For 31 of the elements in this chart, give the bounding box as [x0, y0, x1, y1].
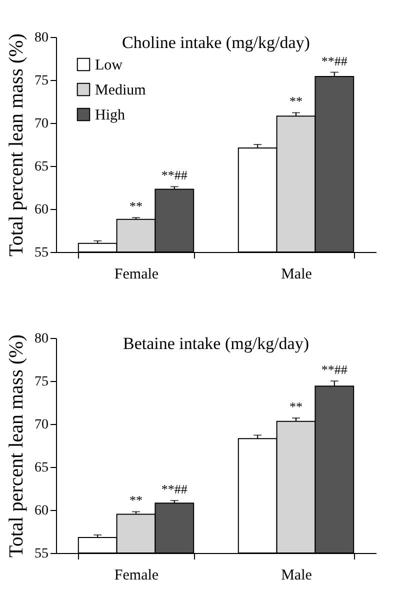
- y-tick-label: 55: [34, 546, 48, 562]
- y-tick-label: 55: [34, 246, 48, 260]
- x-tick-label: Female: [114, 266, 159, 282]
- legend-label: Low: [95, 58, 123, 74]
- y-tick-label: 60: [34, 504, 48, 518]
- data-label: **##: [161, 168, 188, 183]
- x-tick-label: Male: [281, 568, 312, 584]
- y-tick-label: 70: [34, 418, 48, 432]
- y-tick-label: 65: [34, 160, 48, 174]
- x-tick-label: Male: [281, 266, 312, 282]
- y-axis-title: Total percent lean mass (%): [6, 334, 28, 558]
- data-label: **##: [161, 482, 188, 497]
- y-tick-label: 80: [34, 332, 48, 346]
- y-axis-title: Total percent lean mass (%): [6, 34, 28, 256]
- data-label: **: [130, 198, 142, 214]
- data-label: **: [290, 398, 302, 414]
- y-tick-label: 75: [34, 74, 48, 88]
- legend-label: Medium: [95, 82, 146, 98]
- data-label: **##: [321, 53, 348, 68]
- y-tick-label: 80: [34, 30, 48, 46]
- y-tick-label: 65: [34, 460, 48, 476]
- x-tick-label: Female: [114, 568, 159, 584]
- legend-label: High: [95, 108, 126, 124]
- data-label: **##: [321, 362, 348, 377]
- data-label: **: [290, 94, 302, 109]
- chart-title: Betaine intake (mg/kg/day): [123, 334, 309, 353]
- y-tick-label: 70: [34, 116, 48, 132]
- y-tick-label: 75: [34, 374, 48, 390]
- chart-title: Choline intake (mg/kg/day): [122, 33, 310, 52]
- y-tick-label: 60: [34, 202, 48, 218]
- data-label: **: [130, 492, 142, 508]
